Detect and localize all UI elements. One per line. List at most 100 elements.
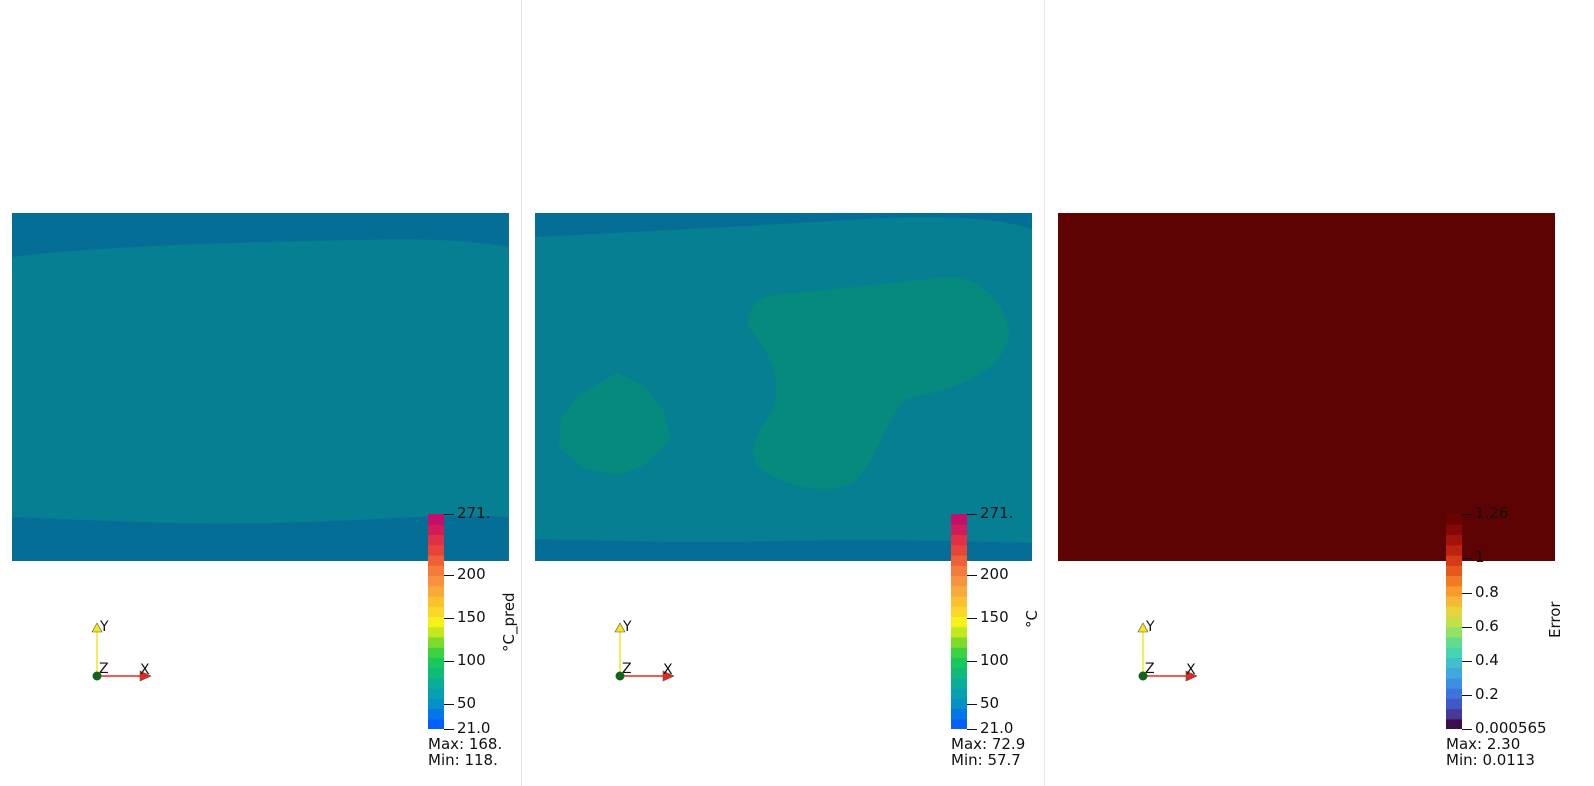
colorbar-swatch	[951, 585, 967, 597]
colorbar-tick-label: 271.	[980, 504, 1014, 522]
colorbar-tick	[967, 514, 977, 515]
colorbar-tick-label: 50	[980, 694, 1000, 712]
colorbar-swatch	[428, 718, 444, 729]
colorbar-swatch	[428, 626, 444, 638]
colorbar-swatch	[428, 667, 444, 679]
colorbar-tick-label: 50	[457, 694, 477, 712]
z-axis-label: Z	[99, 661, 109, 677]
error-field-render[interactable]	[1058, 213, 1555, 561]
colorbar-swatch	[1446, 565, 1462, 577]
colorbar-tick	[444, 575, 454, 576]
colorbar-swatch	[1446, 544, 1462, 556]
colorbar-swatch	[951, 544, 967, 556]
colorbar-swatch	[1446, 647, 1462, 658]
colorbar-tick-label: 0.8	[1475, 583, 1499, 601]
view-panel-error[interactable]: Error Max: 2.30 Min: 0.0113 Y Z X 1.26 1 0.8…	[1046, 0, 1594, 786]
colorbar-swatch	[951, 667, 967, 679]
colorbar-tick	[1462, 514, 1472, 515]
colorbar-tick	[444, 729, 454, 730]
colorbar-tick-label: 271.	[457, 504, 491, 522]
colorbar	[428, 514, 444, 729]
colorbar-swatch	[951, 565, 967, 577]
colorbar	[951, 514, 967, 729]
colorbar-swatch	[951, 534, 967, 546]
min-value: Min: 0.0113	[1446, 751, 1535, 769]
colorbar-swatch	[428, 554, 444, 566]
colorbar-swatch	[951, 575, 967, 587]
colorbar-swatch	[951, 677, 967, 689]
z-axis-label: Z	[1145, 661, 1155, 677]
range-stats: Max: 168. Min: 118.	[428, 736, 502, 768]
colorbar-swatch	[428, 565, 444, 577]
colorbar-swatch	[951, 688, 967, 699]
view-divider[interactable]	[521, 0, 522, 786]
colorbar-tick	[444, 661, 454, 662]
colorbar	[1446, 514, 1462, 729]
z-axis-origin	[1138, 671, 1148, 681]
colorbar-swatch	[428, 688, 444, 699]
y-axis-arrow	[1137, 622, 1149, 633]
y-axis-label: Y	[100, 619, 109, 635]
colorbar-swatch	[951, 657, 967, 669]
colorbar-swatch	[1446, 667, 1462, 679]
range-stats: Max: 72.9 Min: 57.7	[951, 736, 1025, 768]
y-axis-label: Y	[1146, 619, 1155, 635]
colorbar-tick-label: 150	[457, 608, 486, 626]
colorbar-tick-label: 0.2	[1475, 685, 1499, 703]
colorbar-swatch	[951, 626, 967, 638]
colorbar-tick	[1462, 729, 1472, 730]
ground-truth-field-render[interactable]	[535, 213, 1032, 561]
colorbar-swatch	[1446, 718, 1462, 729]
colorbar-swatch	[428, 698, 444, 710]
colorbar-tick	[1462, 593, 1472, 594]
colorbar-tick-label: 100	[980, 651, 1009, 669]
colorbar-tick-label: 21.0	[980, 719, 1014, 737]
colorbar-swatch	[1446, 524, 1462, 536]
colorbar-swatch	[951, 524, 967, 536]
colorbar-swatch	[951, 606, 967, 617]
y-axis-arrow	[91, 622, 103, 633]
view-divider[interactable]	[1044, 0, 1045, 786]
colorbar-swatch	[1446, 554, 1462, 566]
colorbar-swatch	[428, 708, 444, 720]
z-axis-label: Z	[622, 661, 632, 677]
colorbar-tick	[967, 704, 977, 705]
view-panel-prediction[interactable]: °C_pred Max: 168. Min: 118. Y Z X 271. 200 1…	[0, 0, 522, 786]
colorbar-tick	[1462, 695, 1472, 696]
z-axis-origin	[615, 671, 625, 681]
colorbar-tick-label: 0.4	[1475, 651, 1499, 669]
colorbar-tick-label: 0.000565	[1475, 719, 1547, 737]
colorbar-tick	[444, 514, 454, 515]
colorbar-swatch	[951, 554, 967, 566]
colorbar-tick	[967, 618, 977, 619]
x-axis-label: X	[140, 662, 150, 678]
colorbar-tick-label: 1	[1475, 548, 1485, 566]
colorbar-swatch	[1446, 575, 1462, 587]
colorbar-swatch	[951, 708, 967, 720]
colorbar-swatch	[1446, 606, 1462, 617]
colorbar-swatch	[951, 698, 967, 710]
colorbar-tick-label: 200	[980, 565, 1009, 583]
min-value: Min: 118.	[428, 751, 498, 769]
colorbar-title: Error	[1546, 601, 1564, 638]
prediction-field-render[interactable]	[12, 213, 509, 561]
colorbar-tick-label: 21.0	[457, 719, 491, 737]
view-panel-ground-truth[interactable]: °C Max: 72.9 Min: 57.7 Y Z X 271. 200 150 100…	[523, 0, 1045, 786]
colorbar-title: °C	[1023, 610, 1041, 628]
colorbar-swatch	[428, 636, 444, 648]
colorbar-swatch	[428, 575, 444, 587]
colorbar-swatch	[1446, 636, 1462, 648]
colorbar-swatch	[428, 677, 444, 689]
colorbar-title: °C_pred	[500, 592, 518, 652]
colorbar-tick	[967, 661, 977, 662]
colorbar-swatch	[951, 514, 967, 525]
colorbar-swatch	[428, 616, 444, 628]
colorbar-swatch	[428, 534, 444, 546]
colorbar-tick	[1462, 558, 1472, 559]
colorbar-tick-label: 200	[457, 565, 486, 583]
x-axis-label: X	[1186, 662, 1196, 678]
orientation-axes: Y Z X	[1126, 618, 1216, 688]
colorbar-swatch	[1446, 514, 1462, 525]
x-axis-label: X	[663, 662, 673, 678]
x-axis-arrow	[139, 670, 152, 682]
